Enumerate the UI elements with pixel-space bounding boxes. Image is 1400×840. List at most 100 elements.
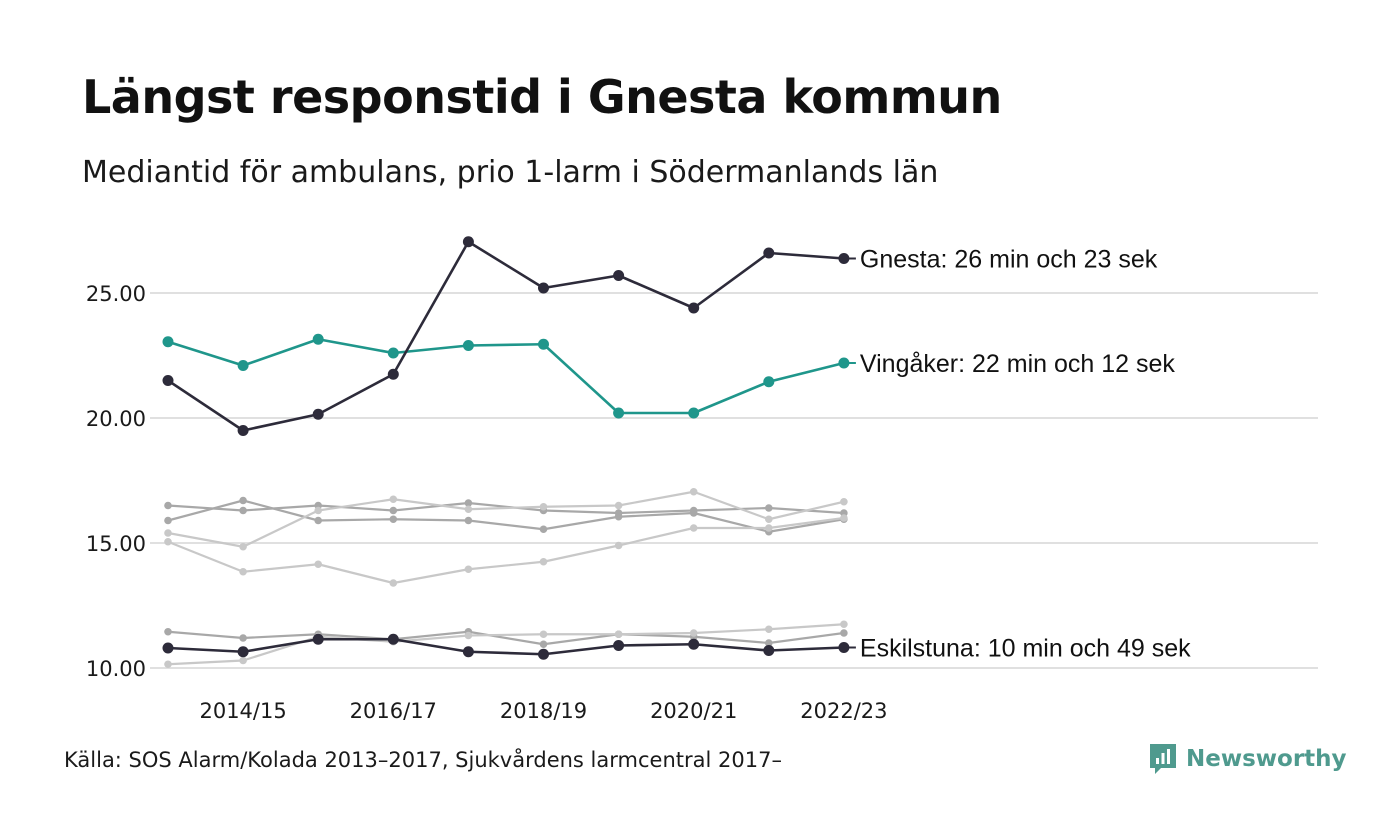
series-label-vingaker: Vingåker: 22 min och 12 sek: [860, 350, 1176, 378]
data-point-grey2: [614, 512, 623, 521]
x-tick-label: 2018/19: [500, 699, 587, 723]
data-point-gnesta: [387, 368, 399, 380]
data-point-grey3: [239, 542, 247, 551]
series-label-eskilstuna: Eskilstuna: 10 min och 49 sek: [860, 635, 1191, 663]
data-point-grey6: [539, 630, 548, 639]
data-point-grey3: [765, 515, 773, 524]
data-point-grey6: [689, 629, 698, 637]
series-line-grey2: [167, 499, 845, 533]
data-point-grey1: [765, 504, 773, 512]
data-point-eskilstuna: [688, 638, 700, 650]
y-tick-label: 15.00: [86, 532, 146, 556]
data-point-grey2: [239, 496, 247, 505]
data-point-vingaker: [763, 376, 775, 388]
chart-title: Längst responstid i Gnesta kommun: [82, 70, 1002, 124]
series-line-grey6: [167, 623, 844, 666]
x-tick-label: 2022/23: [800, 699, 887, 723]
data-point-eskilstuna: [613, 640, 625, 651]
data-point-vingaker: [688, 407, 700, 419]
data-point-grey3: [314, 506, 323, 515]
series-label-gnesta: Gnesta: 26 min och 23 sek: [860, 246, 1158, 274]
data-point-grey3: [389, 495, 398, 504]
x-tick-label: 2014/15: [199, 699, 286, 723]
data-point-grey2: [464, 516, 473, 525]
x-tick-label: 2016/17: [350, 699, 437, 723]
data-point-grey3: [164, 529, 172, 537]
data-point-grey3: [614, 501, 623, 510]
chart-subtitle: Mediantid för ambulans, prio 1-larm i Sö…: [82, 155, 939, 190]
data-point-vingaker: [312, 333, 324, 345]
data-point-grey3: [464, 505, 473, 514]
data-point-grey1: [464, 499, 473, 507]
data-point-grey4: [840, 514, 848, 522]
data-point-grey5: [539, 640, 548, 649]
data-point-grey2: [389, 515, 398, 524]
y-tick-label: 20.00: [86, 407, 146, 431]
series-line-grey3: [167, 490, 845, 548]
data-point-grey6: [464, 631, 473, 640]
data-point-vingaker: [237, 360, 249, 371]
series-line-eskilstuna: [167, 637, 844, 656]
data-point-grey4: [164, 537, 172, 546]
data-point-gnesta: [237, 425, 249, 436]
data-point-eskilstuna: [387, 633, 399, 645]
brand-name: Newsworthy: [1186, 746, 1347, 772]
data-point-grey4: [765, 524, 773, 532]
data-point-eskilstuna: [538, 648, 549, 660]
data-point-grey1: [164, 501, 172, 510]
data-point-grey4: [464, 565, 473, 574]
data-point-grey6: [765, 625, 773, 634]
data-point-grey4: [539, 557, 548, 566]
data-point-gnesta: [162, 375, 174, 386]
data-point-grey2: [539, 525, 548, 534]
data-point-grey4: [239, 567, 247, 576]
data-point-eskilstuna: [237, 646, 249, 658]
data-point-grey4: [614, 541, 623, 550]
data-point-grey3: [689, 487, 698, 496]
data-point-eskilstuna: [312, 633, 324, 645]
series-line-grey5: [167, 630, 845, 646]
data-point-grey3: [840, 497, 848, 506]
data-point-grey2: [689, 509, 698, 517]
data-point-gnesta: [312, 408, 324, 420]
y-tick-label: 25.00: [86, 282, 146, 306]
data-point-vingaker: [462, 340, 474, 351]
data-point-grey6: [840, 620, 848, 629]
source-note: Källa: SOS Alarm/Kolada 2013–2017, Sjukv…: [64, 748, 782, 772]
brand-logo: Newsworthy: [1148, 742, 1347, 776]
data-point-eskilstuna: [763, 645, 775, 656]
data-point-vingaker: [162, 336, 174, 348]
data-point-grey5: [765, 639, 773, 647]
data-point-grey5: [840, 629, 848, 637]
data-point-grey4: [689, 524, 698, 532]
data-point-grey3: [539, 502, 548, 511]
data-point-grey6: [164, 660, 172, 669]
data-point-gnesta: [763, 247, 775, 259]
data-point-grey6: [239, 656, 247, 665]
x-tick-label: 2020/21: [650, 699, 737, 723]
data-point-grey2: [314, 516, 323, 525]
data-point-gnesta: [688, 302, 700, 314]
data-point-vingaker: [538, 338, 549, 350]
data-point-grey4: [389, 579, 398, 587]
newsworthy-logo-icon: [1150, 744, 1176, 774]
data-point-vingaker: [387, 347, 399, 359]
data-point-eskilstuna: [462, 646, 474, 658]
y-tick-label: 10.00: [86, 657, 146, 681]
data-point-gnesta: [462, 236, 474, 248]
data-point-vingaker: [613, 407, 625, 419]
data-point-grey1: [239, 506, 247, 515]
series-line-gnesta: [167, 240, 844, 432]
data-point-grey1: [389, 506, 398, 515]
data-point-grey4: [314, 560, 323, 569]
data-point-grey5: [164, 627, 172, 636]
series-line-grey4: [167, 516, 845, 585]
data-point-grey6: [614, 630, 623, 639]
data-point-gnesta: [613, 270, 625, 281]
series-line-vingaker: [167, 337, 845, 415]
series-line-grey1: [167, 501, 844, 515]
data-point-grey5: [239, 634, 247, 642]
data-point-gnesta: [538, 282, 549, 294]
data-point-eskilstuna: [162, 642, 174, 654]
